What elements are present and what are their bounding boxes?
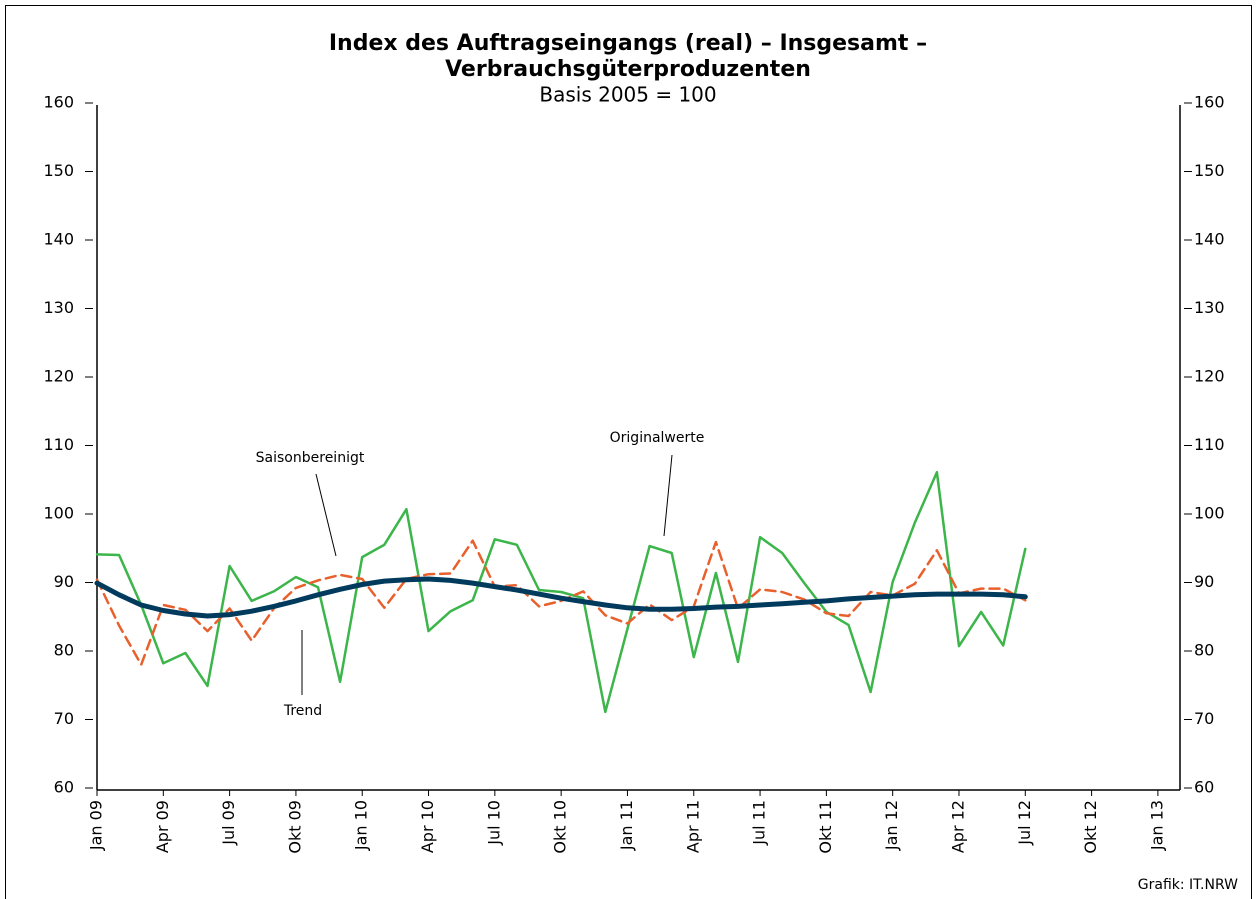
annotation: Trend xyxy=(283,703,322,719)
x-tick-label: Okt 10 xyxy=(551,800,570,854)
y2-tick-label: 110 xyxy=(1194,435,1225,454)
x-tick-label: Jul 11 xyxy=(750,800,769,846)
x-tick-label: Okt 11 xyxy=(816,800,835,854)
y2-tick-label: 130 xyxy=(1194,298,1225,317)
chart-subtitle: Basis 2005 = 100 xyxy=(539,83,716,107)
y2-tick-label: 120 xyxy=(1194,367,1225,386)
y2-tick-label: 140 xyxy=(1194,230,1225,249)
y2-tick-label: 80 xyxy=(1194,641,1214,660)
x-tick-label: Apr 10 xyxy=(418,800,437,853)
x-tick-label: Apr 11 xyxy=(683,800,702,853)
y-tick-label: 160 xyxy=(43,93,74,112)
x-tick-label: Jul 10 xyxy=(484,800,503,846)
y2-tick-label: 90 xyxy=(1194,572,1214,591)
y-tick-label: 60 xyxy=(54,778,74,797)
x-tick-label: Jul 12 xyxy=(1015,800,1034,846)
y-tick-label: 130 xyxy=(43,298,74,317)
y2-tick-label: 150 xyxy=(1194,161,1225,180)
x-tick-label: Apr 12 xyxy=(948,800,967,853)
annotation: Saisonbereinigt xyxy=(256,450,365,466)
chart-title: Verbrauchsgüterproduzenten xyxy=(445,57,811,82)
y-tick-label: 70 xyxy=(54,709,74,728)
y-tick-label: 90 xyxy=(54,572,74,591)
y2-tick-label: 70 xyxy=(1194,709,1214,728)
frame xyxy=(5,5,1252,899)
series-line xyxy=(94,576,1028,619)
y-tick-label: 100 xyxy=(43,504,74,523)
x-tick-label: Jan 09 xyxy=(87,800,106,851)
y-tick-label: 140 xyxy=(43,230,74,249)
x-tick-label: Okt 09 xyxy=(285,800,304,854)
source: Grafik: IT.NRW xyxy=(1138,877,1238,893)
y2-tick-label: 60 xyxy=(1194,778,1214,797)
y-tick-label: 80 xyxy=(54,641,74,660)
x-tick-label: Okt 12 xyxy=(1081,800,1100,854)
x-tick-label: Jul 09 xyxy=(219,800,238,846)
series-line xyxy=(95,539,1027,666)
series-line xyxy=(95,470,1027,714)
x-tick-label: Jan 12 xyxy=(882,800,901,851)
x-tick-label: Jan 10 xyxy=(352,800,371,851)
y2-tick-label: 100 xyxy=(1194,504,1225,523)
annotation-pointer xyxy=(663,454,673,537)
annotation: Originalwerte xyxy=(610,430,705,446)
y-tick-label: 150 xyxy=(43,161,74,180)
x-tick-label: Apr 09 xyxy=(153,800,172,853)
y-tick-label: 110 xyxy=(43,435,74,454)
y2-tick-label: 160 xyxy=(1194,93,1225,112)
y-tick-label: 120 xyxy=(43,367,74,386)
annotation-pointer xyxy=(315,473,337,557)
x-tick-label: Jan 11 xyxy=(617,800,636,851)
x-tick-label: Jan 13 xyxy=(1147,800,1166,851)
chart-title: Index des Auftragseingangs (real) – Insg… xyxy=(329,31,927,56)
